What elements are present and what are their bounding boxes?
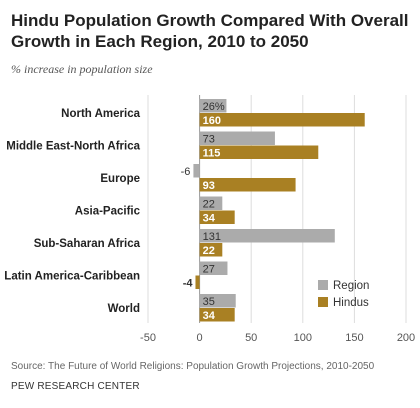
bars: [193, 99, 365, 322]
value-label-region-north-america: 26%: [203, 101, 225, 113]
category-label-sub-saharan-africa: Sub-Saharan Africa: [34, 238, 141, 250]
category-label-middle-east-north-africa: Middle East-North Africa: [6, 141, 140, 153]
bar-hindus-latin-america-caribbean: [195, 275, 200, 289]
x-tick-label: 0: [197, 332, 203, 344]
value-labels: 26% 160 73 115 -6 93 22 34 131 22 27 -4 35 34: [181, 101, 225, 322]
bar-region-europe: [193, 164, 200, 178]
bar-hindus-world: [199, 308, 235, 322]
x-tick-label: 50: [245, 332, 257, 344]
x-tick-label: -50: [140, 332, 156, 344]
legend-swatch-hindus: [318, 297, 328, 307]
value-label-hindus-latin-america-caribbean: -4: [183, 278, 194, 290]
value-label-region-latin-america-caribbean: 27: [203, 264, 215, 276]
x-tick-label: 200: [397, 332, 415, 344]
bar-region-latin-america-caribbean: [199, 261, 228, 275]
value-label-region-europe: -6: [181, 166, 191, 178]
x-tick-labels: -50 0 50 100 150 200: [140, 332, 415, 344]
value-label-region-asia-pacific: 22: [203, 199, 215, 211]
category-label-north-america: North America: [61, 108, 140, 120]
value-label-region-world: 35: [203, 296, 215, 308]
value-label-hindus-europe: 93: [203, 180, 215, 192]
legend-label-region: Region: [333, 280, 369, 292]
category-label-world: World: [108, 303, 140, 315]
value-label-hindus-world: 34: [203, 310, 216, 322]
value-label-hindus-middle-east-north-africa: 115: [203, 148, 221, 160]
bar-hindus-middle-east-north-africa: [199, 145, 319, 159]
bar-region-middle-east-north-africa: [199, 131, 275, 145]
bar-hindus-asia-pacific: [199, 210, 235, 224]
value-label-hindus-north-america: 160: [203, 115, 221, 127]
category-labels: North America Middle East-North Africa Eur…: [4, 108, 140, 315]
organization-label: PEW RESEARCH CENTER: [11, 381, 140, 392]
legend-swatch-region: [318, 280, 328, 290]
bar-region-world: [199, 294, 236, 308]
category-label-latin-america-caribbean: Latin America-Caribbean: [4, 271, 140, 283]
bar-region-asia-pacific: [199, 196, 223, 210]
source-note: Source: The Future of World Religions: P…: [11, 361, 375, 372]
bar-hindus-north-america: [199, 113, 365, 127]
value-label-hindus-asia-pacific: 34: [203, 213, 216, 225]
chart-subtitle: % increase in population size: [11, 62, 153, 76]
bar-region-sub-saharan-africa: [199, 229, 335, 243]
x-tick-label: 150: [345, 332, 363, 344]
bar-hindus-europe: [199, 178, 296, 192]
x-tick-label: 100: [294, 332, 312, 344]
value-label-region-sub-saharan-africa: 131: [203, 231, 221, 243]
legend: Region Hindus: [318, 280, 369, 309]
chart-title: Hindu Population Growth Compared With Ov…: [11, 11, 409, 51]
value-label-hindus-sub-saharan-africa: 22: [203, 245, 215, 257]
bar-region-north-america: [199, 99, 227, 113]
value-label-region-middle-east-north-africa: 73: [203, 134, 215, 146]
bar-hindus-sub-saharan-africa: [199, 243, 223, 257]
category-label-asia-pacific: Asia-Pacific: [75, 206, 141, 218]
legend-label-hindus: Hindus: [333, 297, 369, 309]
category-label-europe: Europe: [100, 173, 140, 185]
